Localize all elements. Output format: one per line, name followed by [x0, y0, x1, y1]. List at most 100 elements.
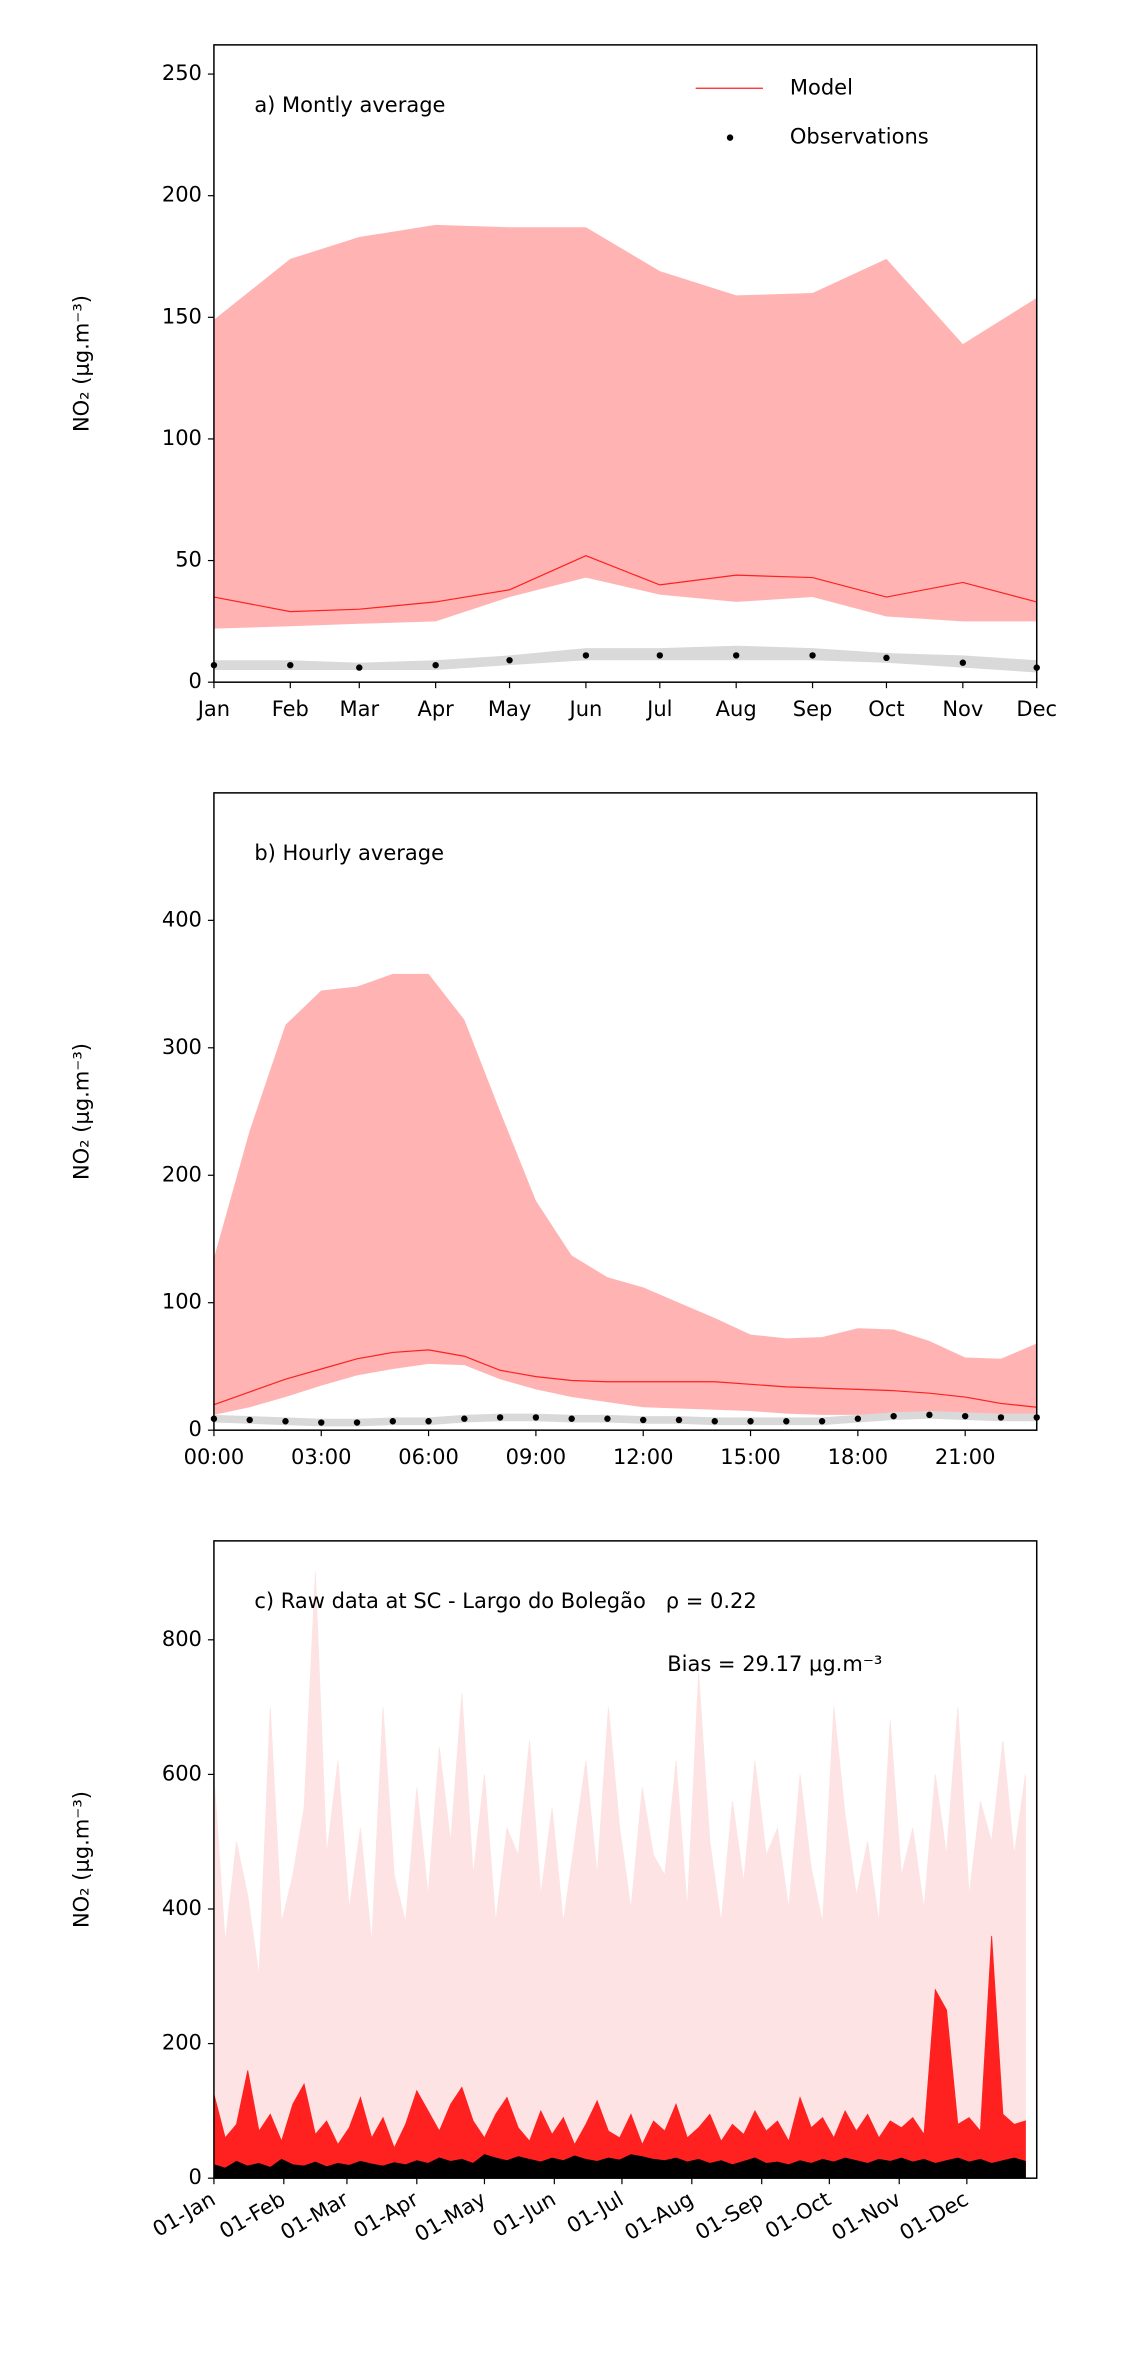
band — [213, 224, 1037, 629]
y-tick-label: 0 — [189, 1417, 202, 1441]
raw-area — [213, 1572, 1026, 2179]
x-tick-label: 01-Jun — [489, 2187, 560, 2242]
y-axis-label: NO₂ (μg.m⁻³) — [69, 1043, 93, 1180]
x-tick-label: 01-Nov — [828, 2187, 905, 2245]
x-tick-label: Sep — [793, 697, 833, 721]
x-tick-label: Apr — [417, 697, 454, 721]
observation-point — [783, 1418, 790, 1425]
annotation: ρ = 0.22 — [666, 1589, 757, 1613]
plot-area — [213, 973, 1037, 1427]
observation-point — [747, 1418, 754, 1425]
annotation: Bias = 29.17 μg.m⁻³ — [667, 1652, 882, 1676]
x-tick-label: 06:00 — [398, 1445, 459, 1469]
observation-point — [926, 1411, 933, 1419]
x-tick-label: Dec — [1016, 697, 1057, 721]
y-tick-label: 200 — [162, 2031, 202, 2055]
x-tick-label: 01-Feb — [215, 2187, 289, 2244]
y-tick-label: 100 — [162, 1290, 202, 1314]
y-tick-label: 50 — [175, 548, 202, 572]
x-tick-label: 01-Apr — [350, 2187, 423, 2243]
legend-dot — [726, 134, 734, 141]
legend-label: Model — [790, 75, 853, 99]
observation-point — [532, 1414, 540, 1421]
x-tick-label: Jun — [568, 697, 603, 721]
x-tick-label: 15:00 — [720, 1445, 781, 1469]
model-line — [213, 1349, 1037, 1408]
observation-point — [656, 652, 664, 659]
raw-area — [213, 2154, 1026, 2179]
observation-point — [318, 1419, 325, 1426]
y-tick-label: 200 — [162, 1162, 202, 1186]
observation-point — [432, 661, 439, 669]
y-tick-label: 400 — [162, 1896, 202, 1920]
observation-point — [883, 654, 890, 662]
x-tick-label: 01-Aug — [621, 2187, 698, 2245]
observation-point — [353, 1419, 361, 1426]
plot-area — [213, 224, 1037, 673]
y-tick-label: 200 — [162, 183, 202, 207]
observation-point — [961, 1412, 969, 1420]
x-tick-label: 01-Jan — [149, 2187, 220, 2242]
x-tick-label: 01-Dec — [895, 2187, 972, 2245]
observation-point — [959, 659, 967, 666]
observation-point — [389, 1418, 396, 1425]
y-tick-label: 600 — [162, 1761, 202, 1785]
y-tick-label: 100 — [162, 426, 202, 450]
x-tick-label: Nov — [942, 697, 983, 721]
model-line — [213, 555, 1037, 613]
axes-frame — [213, 44, 1038, 683]
observation-point — [246, 1416, 253, 1424]
y-tick-label: 0 — [189, 2165, 202, 2189]
x-tick-label: 18:00 — [828, 1445, 889, 1469]
x-tick-label: Jul — [645, 697, 672, 721]
x-tick-label: 01-Sep — [691, 2187, 767, 2245]
observation-point — [818, 1418, 826, 1425]
x-tick-label: Oct — [868, 697, 904, 721]
x-tick-label: 03:00 — [291, 1445, 352, 1469]
x-tick-label: Jan — [196, 697, 230, 721]
x-tick-label: Mar — [339, 697, 379, 721]
y-tick-label: 400 — [162, 907, 202, 931]
y-tick-label: 800 — [162, 1627, 202, 1651]
observation-point — [496, 1414, 504, 1421]
y-tick-label: 150 — [162, 304, 202, 328]
observation-point — [890, 1412, 897, 1420]
x-tick-label: 21:00 — [935, 1445, 996, 1469]
annotation: b) Hourly average — [254, 841, 444, 865]
band — [213, 645, 1037, 673]
y-tick-label: 250 — [162, 61, 202, 85]
y-axis-label: NO₂ (μg.m⁻³) — [69, 1791, 93, 1928]
x-tick-label: 09:00 — [506, 1445, 567, 1469]
observation-point — [356, 664, 363, 671]
axes-frame — [213, 1540, 1038, 2179]
annotation: a) Montly average — [254, 93, 445, 117]
observation-point — [582, 652, 590, 659]
band — [213, 1411, 1037, 1427]
observation-point — [854, 1415, 862, 1422]
observation-point — [604, 1415, 611, 1422]
observation-point — [640, 1416, 647, 1424]
axes-frame — [213, 792, 1038, 1431]
x-tick-label: Feb — [272, 697, 309, 721]
observation-point — [568, 1415, 575, 1422]
observation-point — [675, 1416, 683, 1424]
x-tick-label: 01-Jul — [563, 2187, 628, 2238]
y-axis-label: NO₂ (μg.m⁻³) — [69, 295, 93, 432]
x-tick-label: 01-Oct — [761, 2187, 835, 2243]
observation-point — [282, 1418, 289, 1425]
x-tick-label: 01-May — [411, 2187, 490, 2247]
observation-point — [809, 652, 816, 659]
plot-area — [213, 1572, 1026, 2179]
x-tick-label: 12:00 — [613, 1445, 674, 1469]
raw-area — [213, 1935, 1026, 2179]
annotation: c) Raw data at SC - Largo do Bolegão — [254, 1589, 646, 1613]
observation-point — [997, 1414, 1005, 1421]
observation-point — [711, 1418, 718, 1425]
observation-point — [425, 1418, 432, 1425]
x-tick-label: 00:00 — [184, 1445, 245, 1469]
observation-point — [506, 657, 513, 664]
observation-point — [461, 1415, 468, 1422]
x-tick-label: May — [488, 697, 531, 721]
legend-label: Observations — [790, 125, 929, 149]
